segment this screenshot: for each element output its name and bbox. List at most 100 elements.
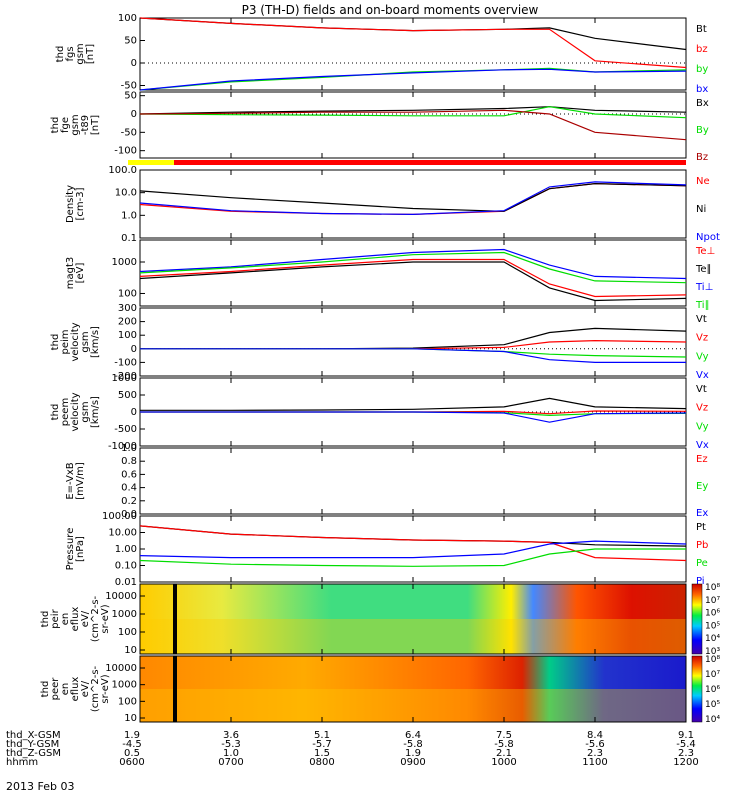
y-tick-label: 1000 [112, 609, 137, 620]
y-tick-label: 0 [131, 344, 137, 355]
series-line [139, 251, 687, 284]
footer-row-label: thd_Z-GSM [6, 748, 61, 759]
footer-value: 1.9 [405, 748, 421, 759]
legend-entry: Vx [696, 370, 709, 381]
y-axis-label: thd [55, 46, 66, 63]
footer-value: 1.9 [124, 730, 140, 741]
legend-entry: bz [696, 44, 708, 55]
footer-value: 1.0 [223, 748, 239, 759]
y-axis-label: thd [50, 334, 61, 351]
y-axis-label: [km/s] [90, 396, 101, 428]
legend-entry: Ey [696, 481, 708, 492]
y-axis-label: thd [40, 611, 51, 628]
y-axis-label: Pressure [65, 528, 76, 571]
legend-entry: Te⊥ [695, 246, 715, 257]
series-line [139, 68, 687, 91]
date-label: 2013 Feb 03 [6, 780, 74, 793]
footer-value: 7.5 [496, 730, 512, 741]
legend-entry: Vx [696, 440, 709, 451]
y-axis-label: [nT] [90, 115, 101, 135]
y-tick-label: 100 [118, 288, 137, 299]
y-axis-label: velocity [70, 322, 81, 361]
colorbar-tick-label: 10⁶ [705, 609, 720, 619]
panel-frame [139, 91, 687, 159]
legend-entry: Vz [696, 333, 708, 344]
y-tick-label: 1.00 [115, 544, 137, 555]
y-axis-label: E=-VxB [65, 462, 76, 499]
y-axis-label: (cm^2-s- [90, 595, 101, 642]
y-axis-label: Density [65, 185, 76, 223]
y-axis-label: peer [50, 677, 61, 701]
ephemeris-footer: thd_X-GSMthd_Y-GSMthd_Z-GSMhhmm1.9-4.50.… [6, 730, 699, 768]
y-tick-label: 100 [118, 330, 137, 341]
legend-entry: Bt [696, 24, 707, 35]
y-tick-label: -50 [121, 127, 137, 138]
y-axis-label: thd [50, 117, 61, 134]
y-tick-label: 0.8 [121, 456, 137, 467]
y-tick-label: 0.0 [121, 509, 137, 520]
y-axis-label: [eV] [75, 263, 86, 284]
y-axis-label: gsm [75, 43, 86, 64]
y-axis-label: thd [40, 681, 51, 698]
y-tick-label: -50 [121, 81, 137, 92]
series-line [139, 106, 687, 119]
legend-entry: by [696, 64, 708, 75]
y-axis-label: gsm [70, 114, 81, 135]
y-axis-label: [cm-3] [75, 187, 86, 220]
y-tick-label: 100 [118, 696, 137, 707]
colorbar-scale [691, 655, 703, 723]
series-line [139, 248, 687, 280]
series-line [139, 548, 686, 567]
colorbar-tick-label: 10⁶ [705, 685, 720, 695]
footer-value: 2.3 [587, 748, 603, 759]
colorbar-tick-label: 10⁴ [705, 715, 720, 725]
y-tick-label: 10.00 [108, 528, 137, 539]
y-tick-label: 100.0 [108, 165, 137, 176]
series-line [139, 181, 687, 216]
legend-entry: bx [696, 84, 708, 95]
y-axis-label: [km/s] [90, 326, 101, 358]
legend-entry: Pt [696, 522, 706, 533]
panel-electron_spectrogram: 10⁸ 10⁷ 10⁶ 10⁵ 10⁴ 10000 1000 100 10 thd peer en ef… [40, 655, 720, 725]
footer-value: 0900 [400, 757, 425, 768]
footer-value: 1000 [491, 757, 516, 768]
y-axis-label: eV/ [80, 680, 91, 697]
legend-entry: Vt [696, 384, 707, 395]
y-tick-label: 10000 [105, 663, 137, 674]
y-tick-label: -500 [114, 424, 137, 435]
footer-value: -5.3 [221, 739, 241, 750]
panel-frame [139, 17, 687, 91]
panel-temperature: 1000 100 Te⊥ Te∥ Ti⊥ Ti∥ magt3 [eV] [65, 239, 715, 311]
y-axis-label: gsm [80, 401, 91, 422]
footer-value: 0800 [309, 757, 334, 768]
series-line [140, 411, 687, 423]
y-axis-label: (cm^2-s- [90, 665, 101, 712]
legend-entry: Ti∥ [695, 300, 710, 311]
y-tick-label: -100 [114, 146, 137, 157]
y-tick-label: 100.00 [102, 511, 137, 522]
legend-entry: Vy [696, 351, 709, 362]
y-tick-label: 0.4 [121, 483, 137, 494]
colorbar: 10⁸ 10⁷ 10⁶ 10⁵ 10⁴ [691, 655, 720, 725]
y-tick-label: 1000 [112, 373, 137, 384]
y-tick-label: -100 [114, 357, 137, 368]
colorbar-scale [691, 583, 703, 655]
y-axis-label: en [60, 683, 71, 696]
y-tick-label: 0.01 [115, 577, 137, 588]
y-tick-label: 1000 [112, 257, 137, 268]
y-tick-label: 50 [124, 91, 137, 102]
legend-entry: Bx [696, 98, 709, 109]
spectrogram-image [140, 584, 686, 654]
footer-value: -5.7 [312, 739, 332, 750]
legend-entry: Ni [696, 204, 706, 215]
y-axis-label: sr-eV) [100, 604, 111, 633]
y-tick-label: 100 [118, 627, 137, 638]
plot-title: P3 (TH-D) fields and on-board moments ov… [242, 3, 539, 17]
colorbar-tick-label: 10⁴ [705, 634, 720, 644]
footer-value: 8.4 [587, 730, 603, 741]
panel-frame [139, 307, 687, 377]
y-tick-label: -1000 [108, 441, 137, 452]
